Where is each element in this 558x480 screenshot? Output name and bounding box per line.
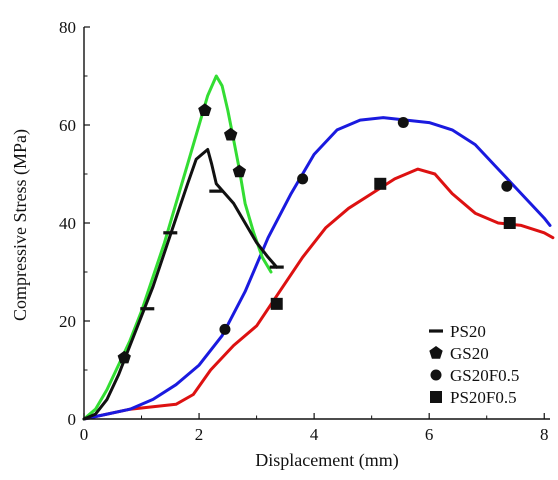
legend-label-ps20: PS20	[450, 322, 486, 341]
y-tick-label: 0	[68, 410, 77, 429]
series-line-ps20f0-5	[82, 167, 555, 421]
y-tick-label: 60	[59, 116, 76, 135]
series-marker-ps20f0-5	[270, 297, 283, 310]
x-tick-label: 6	[425, 425, 434, 444]
series-marker-ps20	[140, 307, 155, 311]
series-marker-gs20f0-5	[501, 180, 513, 192]
series-line-gs20f0-5	[82, 116, 552, 421]
series-marker-ps20	[163, 231, 178, 235]
legend-marker-ps20f0-5	[430, 391, 442, 403]
series-marker-ps20	[209, 189, 224, 193]
series-marker-gs20	[232, 164, 246, 178]
y-tick-label: 20	[59, 312, 76, 331]
series-line-gs20	[82, 74, 273, 421]
x-tick-label: 4	[310, 425, 319, 444]
x-tick-label: 0	[80, 425, 89, 444]
legend-marker-ps20	[429, 329, 443, 333]
legend: PS20 GS20 GS20F0.5 PS20F0.5	[429, 322, 519, 407]
series-marker-gs20	[117, 350, 131, 364]
x-tick-label: 8	[540, 425, 549, 444]
series-line-ps20	[82, 148, 279, 421]
legend-label-gs20: GS20	[450, 344, 489, 363]
y-tick-label: 40	[59, 214, 76, 233]
series-marker-ps20f0-5	[374, 177, 387, 190]
y-tick-label: 80	[59, 18, 76, 37]
x-axis-title: Displacement (mm)	[255, 450, 398, 471]
series-marker-gs20	[224, 127, 238, 141]
legend-label-ps20f0-5: PS20F0.5	[450, 388, 517, 407]
series-marker-gs20f0-5	[297, 173, 309, 185]
legend-marker-gs20	[429, 346, 443, 359]
legend-marker-gs20f0-5	[430, 369, 442, 381]
legend-label-gs20f0-5: GS20F0.5	[450, 366, 519, 385]
series-marker-ps20f0-5	[503, 217, 516, 229]
x-tick-label: 2	[195, 425, 204, 444]
series-marker-gs20	[198, 103, 212, 116]
plot-layer	[82, 74, 555, 421]
series-marker-ps20	[269, 265, 284, 269]
series-marker-gs20f0-5	[219, 323, 231, 335]
y-axis-title: Compressive Stress (MPa)	[10, 129, 31, 321]
series-marker-gs20f0-5	[397, 117, 409, 129]
